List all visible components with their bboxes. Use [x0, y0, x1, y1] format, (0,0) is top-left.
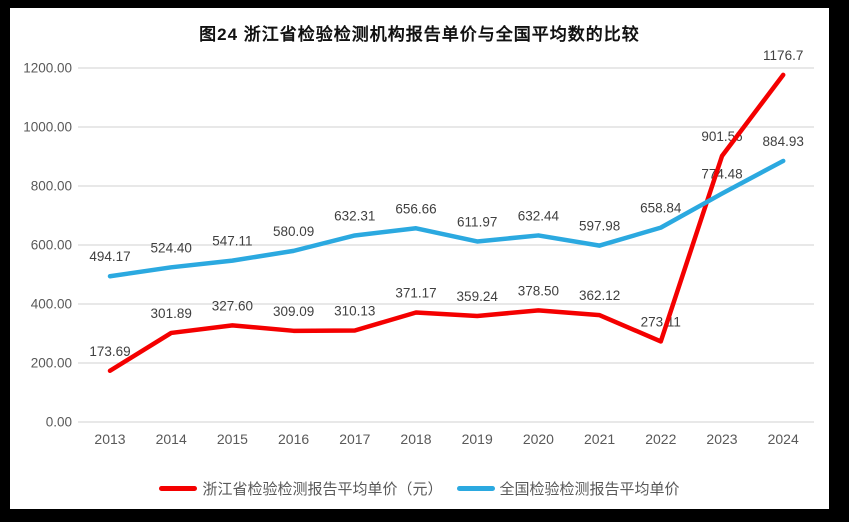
y-tick-label: 800.00	[31, 179, 72, 194]
legend-item-zhejiang: 浙江省检验检测报告平均单价（元）	[159, 478, 443, 499]
data-label-zhejiang: 362.12	[579, 288, 620, 303]
data-label-zhejiang: 378.50	[518, 283, 559, 298]
y-tick-label: 0.00	[46, 415, 72, 430]
x-tick-label: 2019	[462, 431, 493, 447]
figure-frame: 图24 浙江省检验检测机构报告单价与全国平均数的比较 0.00 200.00 400…	[10, 8, 829, 509]
legend-label-zhejiang: 浙江省检验检测报告平均单价（元）	[202, 481, 443, 498]
series-line-zhejiang	[107, 72, 786, 374]
data-label-zhejiang: 173.69	[89, 344, 130, 359]
x-tick-label: 2017	[339, 431, 370, 447]
data-label-zhejiang: 273.11	[641, 314, 681, 329]
data-label-national: 597.98	[579, 219, 620, 234]
data-label-national: 580.09	[273, 224, 314, 239]
y-tick-label: 600.00	[31, 238, 72, 253]
x-tick-label: 2014	[156, 431, 187, 447]
x-tick-label: 2013	[94, 431, 125, 447]
data-label-national: 884.93	[763, 134, 804, 149]
y-tick-label: 400.00	[31, 297, 72, 312]
x-tick-label: 2024	[768, 431, 799, 447]
data-label-national: 632.31	[334, 208, 375, 223]
chart-legend: 浙江省检验检测报告平均单价（元） 全国检验检测报告平均单价	[10, 478, 829, 499]
x-tick-label: 2022	[645, 431, 676, 447]
x-tick-label: 2021	[584, 431, 615, 447]
data-label-national: 611.97	[457, 214, 497, 229]
data-label-national: 494.17	[89, 249, 130, 264]
legend-item-national: 全国检验检测报告平均单价	[456, 478, 680, 499]
data-label-national: 658.84	[640, 201, 682, 216]
legend-swatch-national	[456, 486, 495, 491]
x-tick-label: 2023	[706, 431, 737, 447]
data-label-zhejiang: 309.09	[273, 304, 314, 319]
legend-swatch-zhejiang	[159, 486, 198, 491]
x-tick-label: 2018	[400, 431, 431, 447]
y-tick-label: 200.00	[31, 356, 72, 371]
data-label-national: 656.66	[395, 201, 436, 216]
y-tick-label: 1200.00	[23, 61, 72, 76]
data-label-national: 774.48	[701, 167, 742, 182]
data-label-zhejiang: 1176.7	[763, 48, 803, 63]
data-label-zhejiang: 301.89	[151, 306, 192, 321]
data-label-national: 632.44	[518, 208, 560, 223]
x-tick-label: 2016	[278, 431, 309, 447]
data-label-zhejiang: 371.17	[395, 286, 436, 301]
chart-title: 图24 浙江省检验检测机构报告单价与全国平均数的比较	[199, 25, 640, 44]
data-label-national: 547.11	[212, 234, 252, 249]
legend-label-national: 全国检验检测报告平均单价	[499, 481, 680, 498]
x-tick-label: 2015	[217, 431, 248, 447]
y-tick-label: 1000.00	[23, 120, 72, 135]
data-label-zhejiang: 359.24	[457, 289, 499, 304]
line-chart: 0.00 200.00 400.00 600.00 800.00 1000.00 1200.…	[23, 48, 814, 447]
data-label-zhejiang: 310.13	[334, 304, 375, 319]
data-label-zhejiang: 327.60	[212, 298, 253, 313]
x-tick-label: 2020	[523, 431, 554, 447]
data-label-national: 524.40	[151, 240, 192, 255]
series-line-national	[107, 158, 786, 279]
